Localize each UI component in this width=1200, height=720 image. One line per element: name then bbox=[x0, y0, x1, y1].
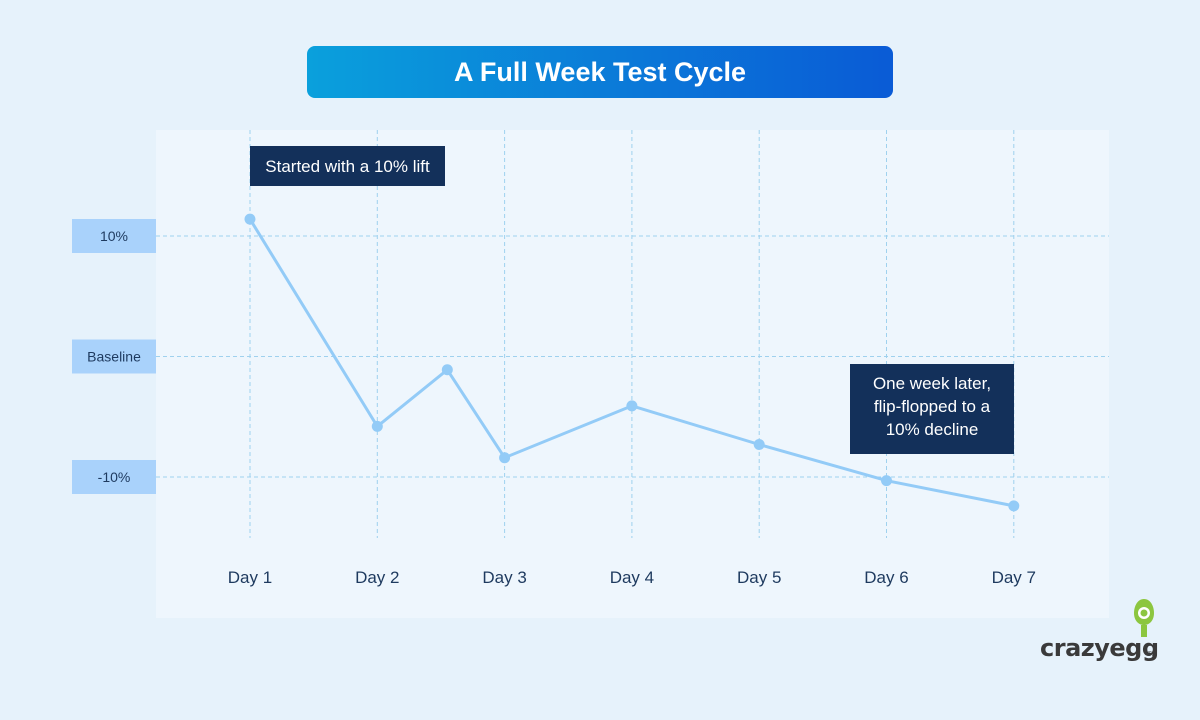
data-point bbox=[1008, 500, 1020, 512]
data-point bbox=[371, 420, 383, 432]
callout-text: 10% decline bbox=[886, 420, 979, 439]
chart-panel: 10% Baseline -10% Day 1 Day 2 Day 3 Day 4 Day 5… bbox=[72, 130, 1109, 618]
data-point bbox=[441, 364, 453, 376]
x-tick-label: Day 3 bbox=[482, 568, 526, 587]
callout-text: flip-flopped to a bbox=[874, 397, 991, 416]
chart-title-banner: A Full Week Test Cycle bbox=[307, 46, 893, 98]
annotation-callout: Started with a 10% lift bbox=[250, 146, 445, 186]
egg-logo-icon bbox=[1134, 599, 1154, 637]
data-point bbox=[753, 438, 765, 450]
data-point bbox=[881, 475, 892, 487]
annotation-callout: One week later, flip-flopped to a 10% decl… bbox=[850, 364, 1014, 454]
y-tick-box bbox=[72, 219, 156, 253]
series-line bbox=[248, 218, 1015, 508]
data-point bbox=[626, 400, 638, 412]
callout-box bbox=[850, 364, 1014, 454]
data-point bbox=[244, 213, 256, 225]
brand-name: crazyegg bbox=[1040, 634, 1159, 662]
x-tick-label: Day 1 bbox=[228, 568, 272, 587]
brand-trademark: TM bbox=[1148, 652, 1157, 658]
data-point bbox=[499, 452, 511, 464]
y-tick-box bbox=[72, 460, 156, 494]
x-tick-label: Day 2 bbox=[355, 568, 399, 587]
x-tick-label: Day 7 bbox=[992, 568, 1036, 587]
x-tick-label: Day 5 bbox=[737, 568, 781, 587]
x-tick-label: Day 6 bbox=[864, 568, 908, 587]
chart-title: A Full Week Test Cycle bbox=[453, 56, 747, 87]
y-tick-label: -10% bbox=[98, 469, 131, 485]
y-tick-label: Baseline bbox=[87, 349, 141, 365]
y-tick-label: 10% bbox=[100, 228, 128, 244]
callout-box bbox=[250, 146, 445, 186]
crazyegg-logo: crazyegg TM bbox=[1040, 596, 1160, 666]
x-tick-label: Day 4 bbox=[610, 568, 654, 587]
callout-text: Started with a 10% lift bbox=[265, 157, 430, 176]
callout-text: One week later, bbox=[873, 374, 991, 393]
y-tick-box bbox=[72, 339, 156, 374]
line-chart: 10% Baseline -10% Day 1 Day 2 Day 3 Day 4 Day 5… bbox=[72, 130, 1109, 587]
